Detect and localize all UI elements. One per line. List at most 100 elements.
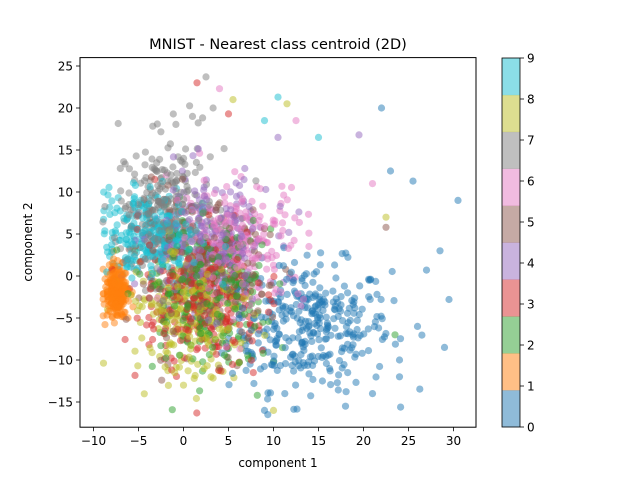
data-point [240,176,248,184]
data-point [365,275,373,283]
data-point [294,362,302,370]
data-point [171,369,179,377]
data-point [305,229,313,237]
data-point [242,347,250,355]
data-point [203,362,211,370]
data-point [313,313,322,322]
data-point [263,265,271,273]
data-point [159,261,167,269]
data-point [173,169,181,178]
data-point [259,202,267,210]
data-point [254,330,262,338]
data-point [200,208,208,216]
data-point [209,104,217,112]
data-point [219,280,227,288]
data-point [146,241,154,249]
data-point [224,306,232,314]
data-point [173,241,181,249]
data-point [247,356,255,364]
data-point [303,251,311,259]
data-point [397,403,405,411]
data-point [254,279,262,287]
data-point [215,85,224,93]
y-tick-label: 5 [65,227,73,241]
data-point [270,352,278,360]
data-point [416,385,424,393]
data-point [301,281,309,290]
data-point [205,316,213,324]
data-point [179,275,187,283]
data-point [290,367,298,375]
data-point [331,324,339,332]
data-point [230,213,238,221]
y-tick-label: −15 [48,395,73,409]
data-point [323,319,331,327]
data-point [261,222,269,230]
data-point [202,334,210,342]
data-point [105,261,113,269]
data-point [300,271,308,280]
data-point [351,294,359,302]
data-point [377,104,386,112]
data-point [157,180,165,188]
data-point [316,261,324,269]
data-point [334,386,342,394]
data-point [127,222,135,230]
data-point [116,279,124,288]
data-point [292,117,300,125]
data-point [264,389,272,397]
data-point [191,246,199,254]
data-point [277,232,285,240]
data-point [340,344,348,352]
data-point [195,216,203,224]
data-point [193,409,201,417]
data-point [186,102,194,110]
data-point [380,333,389,341]
data-point [112,311,120,319]
y-tick-label: 25 [58,59,73,73]
data-point [355,310,363,319]
data-point [264,395,272,403]
data-point [149,122,157,130]
colorbar-segment [502,390,520,428]
data-point [258,290,266,298]
data-point [101,203,109,211]
data-point [117,187,125,195]
data-point [306,290,314,298]
data-point [272,285,280,294]
data-point [231,281,240,289]
data-point [287,268,295,276]
data-point [295,218,303,227]
data-point [293,314,301,322]
data-point [242,208,250,216]
data-point [176,260,184,268]
data-point [179,316,187,324]
data-point [203,232,211,241]
data-point [253,183,261,191]
data-point [282,315,290,323]
data-point [221,193,229,201]
data-point [194,344,202,352]
data-point [308,337,316,345]
data-point [131,280,139,288]
data-point [196,279,204,287]
data-point [333,379,341,387]
data-point [322,289,330,297]
data-point [261,331,269,339]
data-point [172,220,180,228]
data-point [353,325,361,334]
data-point [105,183,113,191]
data-point [309,375,317,384]
data-point [276,202,284,210]
data-point [244,334,252,342]
data-point [158,376,166,384]
colorbar-tick-label: 1 [527,379,535,393]
data-point [237,339,245,347]
data-point [114,119,122,128]
plot-frame [79,57,477,428]
data-point [226,188,235,196]
data-point [242,281,250,289]
data-point [203,270,211,278]
data-point [202,73,210,81]
